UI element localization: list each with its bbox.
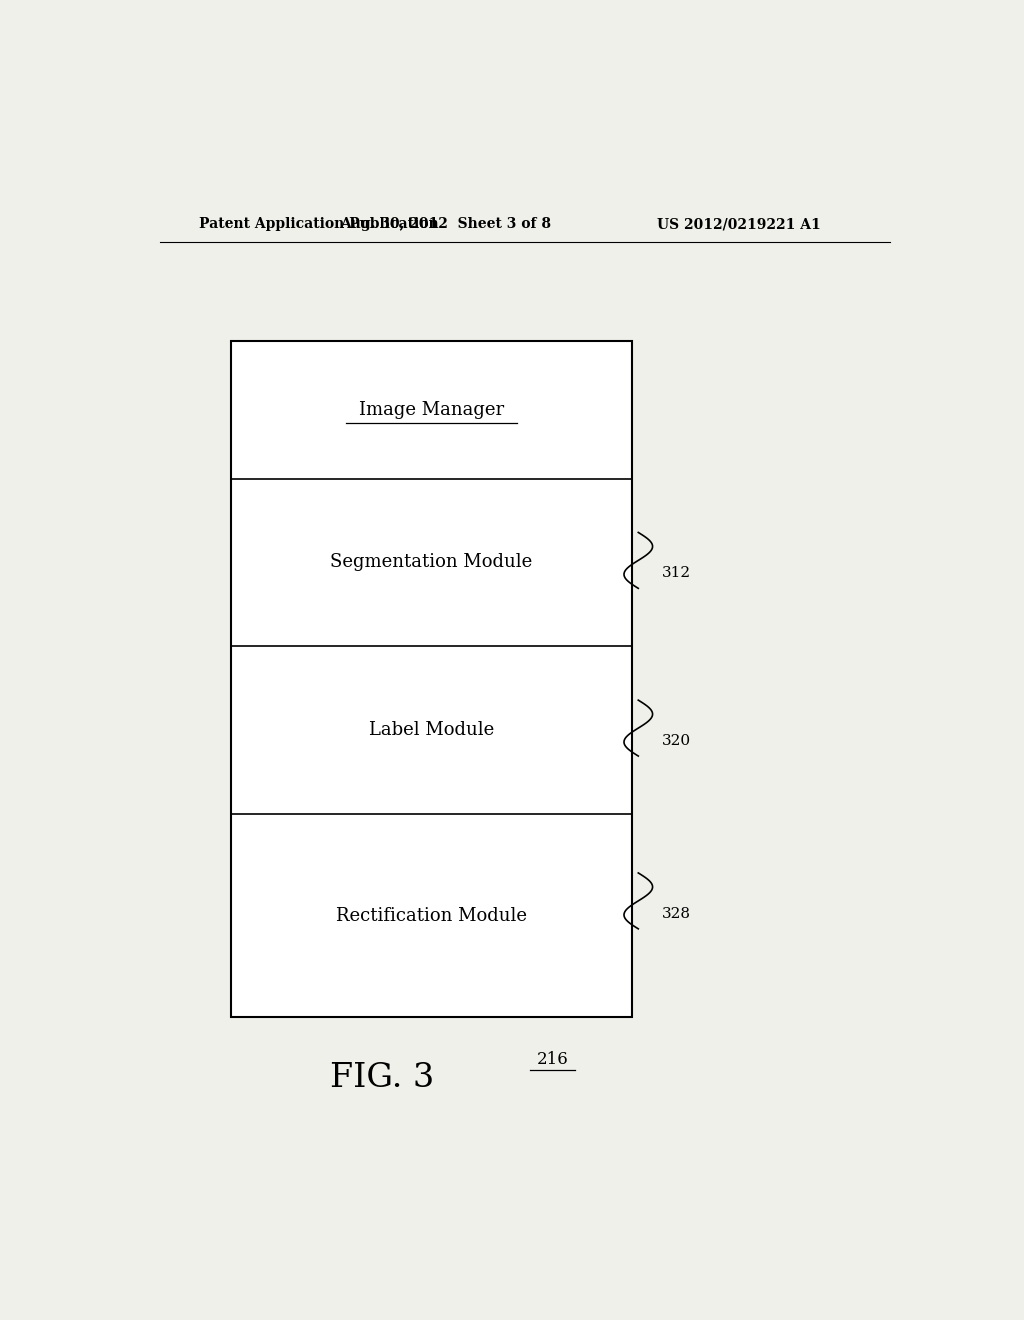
Text: Label Module: Label Module: [369, 721, 495, 739]
Text: Rectification Module: Rectification Module: [336, 907, 527, 924]
Text: 320: 320: [663, 734, 691, 748]
Bar: [231, 342, 632, 1018]
Text: 216: 216: [537, 1052, 568, 1068]
Text: Image Manager: Image Manager: [359, 401, 504, 418]
Text: Aug. 30, 2012  Sheet 3 of 8: Aug. 30, 2012 Sheet 3 of 8: [340, 218, 551, 231]
Text: 312: 312: [663, 566, 691, 579]
Text: Patent Application Publication: Patent Application Publication: [200, 218, 439, 231]
Text: FIG. 3: FIG. 3: [330, 1063, 434, 1094]
Text: 328: 328: [663, 907, 691, 920]
Text: US 2012/0219221 A1: US 2012/0219221 A1: [657, 218, 821, 231]
Text: Segmentation Module: Segmentation Module: [331, 553, 532, 572]
